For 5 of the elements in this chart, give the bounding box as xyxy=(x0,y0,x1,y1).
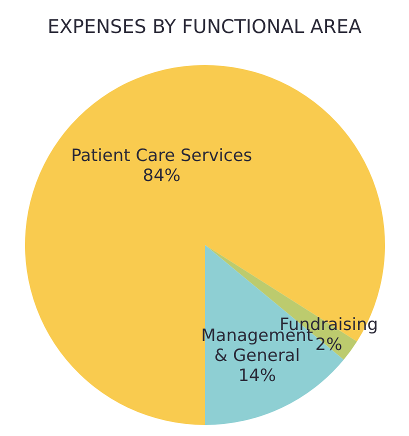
pie-slice xyxy=(25,65,385,425)
chart-title: EXPENSES BY FUNCTIONAL AREA xyxy=(47,16,362,38)
data-label: 84% xyxy=(142,166,181,186)
slice-label: Patient Care Services xyxy=(71,146,252,166)
data-label: 14% xyxy=(238,366,276,386)
